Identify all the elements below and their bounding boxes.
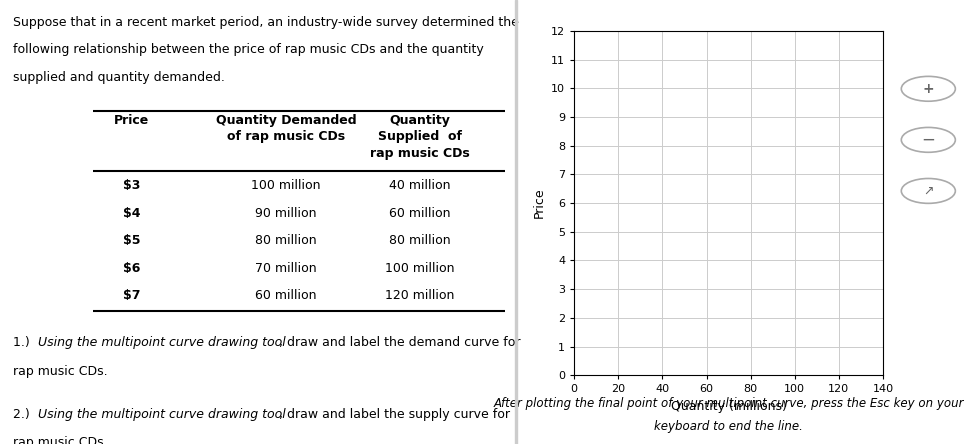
Text: keyboard to end the line.: keyboard to end the line. <box>654 420 803 432</box>
Text: 120 million: 120 million <box>385 289 455 302</box>
Text: $4: $4 <box>123 207 140 220</box>
Text: After plotting the final point of your multipoint curve, press the Esc key on yo: After plotting the final point of your m… <box>493 397 964 410</box>
Text: +: + <box>923 82 934 96</box>
X-axis label: Quantity (millions): Quantity (millions) <box>671 400 786 413</box>
Text: Suppose that in a recent market period, an industry-wide survey determined the: Suppose that in a recent market period, … <box>13 16 519 28</box>
Y-axis label: Price: Price <box>533 188 545 218</box>
Text: 80 million: 80 million <box>389 234 451 247</box>
Text: 80 million: 80 million <box>255 234 317 247</box>
Text: 100 million: 100 million <box>385 262 455 275</box>
Text: −: − <box>922 131 935 149</box>
Text: $6: $6 <box>123 262 140 275</box>
Text: $5: $5 <box>123 234 140 247</box>
Text: Quantity
Supplied  of
rap music CDs: Quantity Supplied of rap music CDs <box>371 114 470 160</box>
Text: 100 million: 100 million <box>251 179 320 192</box>
Text: 90 million: 90 million <box>256 207 317 220</box>
Text: 40 million: 40 million <box>389 179 451 192</box>
Text: , draw and label the supply curve for: , draw and label the supply curve for <box>279 408 510 420</box>
Text: $3: $3 <box>123 179 140 192</box>
Text: Price: Price <box>114 114 149 127</box>
Text: 60 million: 60 million <box>389 207 451 220</box>
Text: following relationship between the price of rap music CDs and the quantity: following relationship between the price… <box>13 43 483 56</box>
Text: $7: $7 <box>123 289 140 302</box>
Text: supplied and quantity demanded.: supplied and quantity demanded. <box>13 71 225 83</box>
Text: rap music CDs.: rap music CDs. <box>13 436 107 444</box>
Text: 70 million: 70 million <box>255 262 317 275</box>
Text: rap music CDs.: rap music CDs. <box>13 365 107 377</box>
Text: ↗: ↗ <box>924 184 933 198</box>
Text: Using the multipoint curve drawing tool: Using the multipoint curve drawing tool <box>38 336 286 349</box>
Text: 2.): 2.) <box>13 408 34 420</box>
Text: , draw and label the demand curve for: , draw and label the demand curve for <box>279 336 520 349</box>
Text: 1.): 1.) <box>13 336 34 349</box>
Text: Using the multipoint curve drawing tool: Using the multipoint curve drawing tool <box>38 408 286 420</box>
Text: 60 million: 60 million <box>256 289 317 302</box>
Text: Quantity Demanded
of rap music CDs: Quantity Demanded of rap music CDs <box>216 114 356 143</box>
